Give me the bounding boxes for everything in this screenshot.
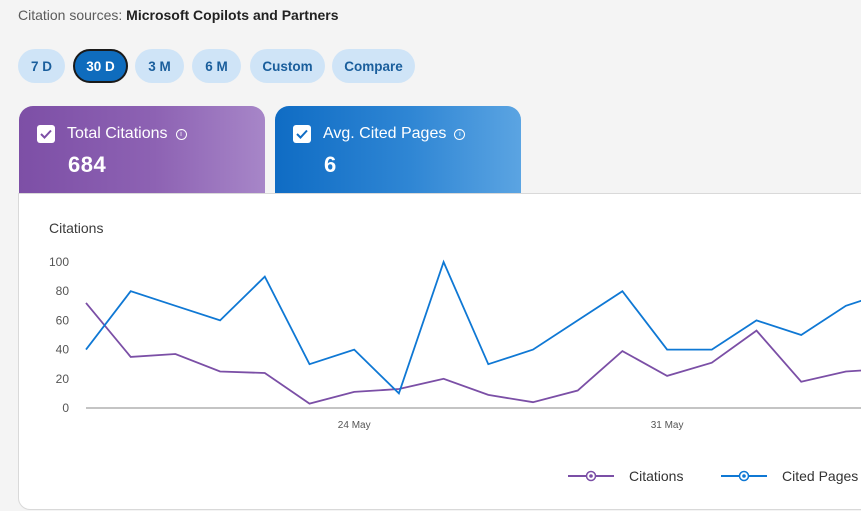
x-tick-label: 31 May xyxy=(651,420,684,431)
info-icon[interactable]: i xyxy=(454,128,466,140)
y-tick-label: 0 xyxy=(62,401,69,415)
chart-title: Citations xyxy=(49,220,103,236)
check-icon xyxy=(40,129,52,139)
y-tick-label: 80 xyxy=(56,284,70,298)
avg-cited-pages-label: Avg. Cited Pages xyxy=(323,125,447,142)
total-citations-label: Total Citations xyxy=(67,125,168,142)
range-7d-button[interactable]: 7 D xyxy=(18,49,65,83)
series-line-cited-pages xyxy=(85,259,861,396)
legend-marker-dot xyxy=(589,474,593,478)
range-custom-button[interactable]: Custom xyxy=(250,49,325,83)
citation-source-name: Microsoft Copilots and Partners xyxy=(126,7,339,23)
info-icon[interactable]: i xyxy=(175,128,187,140)
check-icon xyxy=(296,129,308,139)
y-tick-label: 20 xyxy=(56,372,70,386)
y-tick-label: 100 xyxy=(49,255,69,269)
avg-cited-pages-checkbox[interactable] xyxy=(293,125,311,143)
avg-cited-pages-value: 6 xyxy=(324,152,337,177)
range-3m-button[interactable]: 3 M xyxy=(135,49,184,83)
total-citations-checkbox[interactable] xyxy=(37,125,55,143)
legend-label: Cited Pages xyxy=(782,468,858,484)
y-tick-label: 60 xyxy=(56,313,70,327)
range-30d-button[interactable]: 30 D xyxy=(73,49,128,83)
y-tick-label: 40 xyxy=(56,343,70,357)
legend-marker-dot xyxy=(742,474,746,478)
citations-line-chart: Citations 0 20 40 60 80 100 24 May 31 May Citatio… xyxy=(49,220,861,484)
total-citations-card[interactable]: Total Citations i 684 xyxy=(19,106,265,193)
citation-source-line: Citation sources: Microsoft Copilots and… xyxy=(18,7,339,23)
citation-source-prefix: Citation sources: xyxy=(18,7,123,23)
range-6m-button[interactable]: 6 M xyxy=(192,49,241,83)
range-compare-button[interactable]: Compare xyxy=(332,49,415,83)
citations-chart-panel: Citations 0 20 40 60 80 100 24 May 31 May Citatio… xyxy=(18,193,861,510)
series-line-citations xyxy=(85,302,861,405)
total-citations-value: 684 xyxy=(68,152,107,177)
x-tick-label: 24 May xyxy=(338,420,371,431)
legend-label: Citations xyxy=(629,468,683,484)
avg-cited-pages-card[interactable]: Avg. Cited Pages i 6 xyxy=(275,106,521,193)
